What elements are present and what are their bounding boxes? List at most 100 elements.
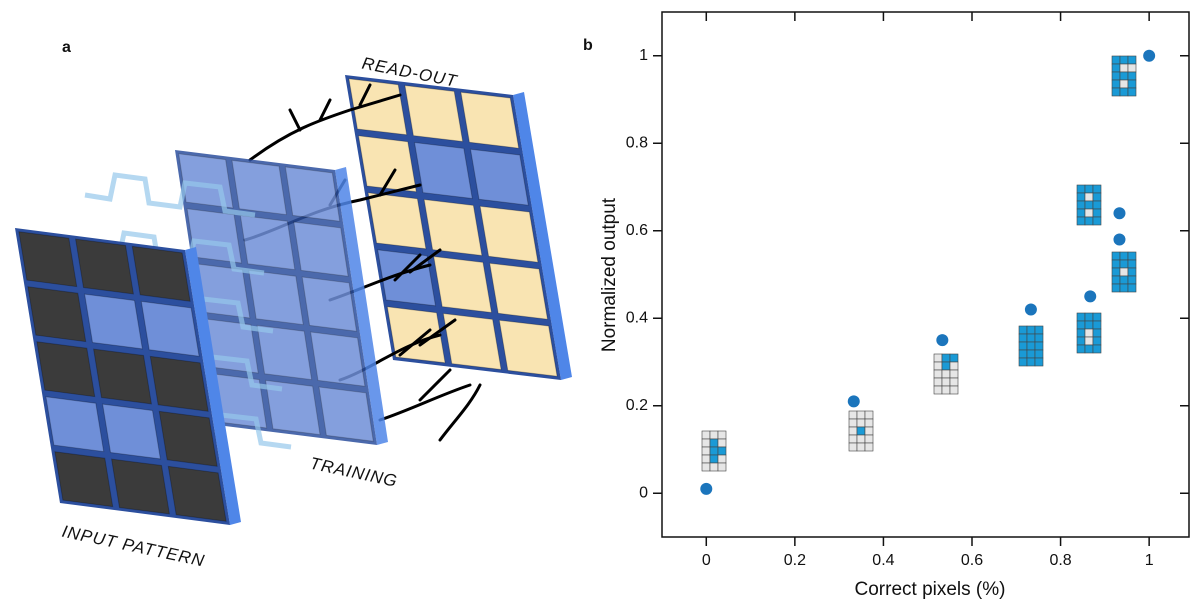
icon-cell <box>1128 72 1136 80</box>
icon-cell <box>702 447 710 455</box>
layer-cell <box>150 356 208 411</box>
icon-cell <box>1077 313 1085 321</box>
icon-cell <box>1085 201 1093 209</box>
pattern-icon <box>1019 326 1043 366</box>
input-label: INPUT PATTERN <box>60 522 206 571</box>
icon-cell <box>1019 350 1027 358</box>
icon-cell <box>849 419 857 427</box>
icon-cell <box>1085 345 1093 353</box>
icon-cell <box>1035 350 1043 358</box>
x-tick-label: 1 <box>1145 552 1154 569</box>
icon-cell <box>1112 252 1120 260</box>
training-label: TRAINING <box>308 454 399 491</box>
icon-cell <box>1120 252 1128 260</box>
x-tick-label: 0.4 <box>872 552 894 569</box>
layer-cell <box>368 193 426 249</box>
layer-cell <box>319 387 373 441</box>
icon-cell <box>1077 321 1085 329</box>
layer-cell <box>415 143 473 199</box>
icon-cell <box>1112 88 1120 96</box>
icon-cell <box>1077 209 1085 217</box>
layer-cell <box>94 349 152 404</box>
icon-cell <box>1077 329 1085 337</box>
layer-cell <box>232 160 286 214</box>
panel-label: a <box>62 39 71 56</box>
icon-cell <box>1093 193 1101 201</box>
icon-cell <box>1027 326 1035 334</box>
data-point <box>1143 50 1155 62</box>
layer-cell <box>302 277 356 331</box>
icon-cell <box>1027 342 1035 350</box>
icon-cell <box>1120 56 1128 64</box>
icon-cell <box>718 463 726 471</box>
plot-frame <box>662 12 1189 537</box>
icon-cell <box>1120 268 1128 276</box>
icon-cell <box>718 439 726 447</box>
panel-a-diagram <box>15 75 572 525</box>
layer-cell <box>311 332 365 386</box>
icon-cell <box>1120 88 1128 96</box>
layer-cell <box>141 301 199 356</box>
icon-cell <box>1093 321 1101 329</box>
icon-cell <box>934 370 942 378</box>
icon-cell <box>1093 313 1101 321</box>
icon-cell <box>1077 185 1085 193</box>
icon-cell <box>849 411 857 419</box>
icon-cell <box>942 362 950 370</box>
layer-cell <box>285 167 339 221</box>
icon-cell <box>1112 80 1120 88</box>
pattern-icon <box>1112 56 1136 96</box>
icon-cell <box>1035 342 1043 350</box>
icon-cell <box>942 354 950 362</box>
page: {"panel_a": {"label": "a", "readout_labe… <box>0 0 1190 605</box>
data-point <box>1113 234 1125 246</box>
icon-cell <box>1019 334 1027 342</box>
data-point <box>848 395 860 407</box>
icon-cell <box>950 386 958 394</box>
icon-cell <box>857 443 865 451</box>
icon-cell <box>1085 193 1093 201</box>
icon-cell <box>857 419 865 427</box>
figure: a b READ-OUT TRAINING INPUT PATTERN Corr… <box>0 0 1190 605</box>
y-tick-label: 1 <box>639 47 648 64</box>
layer-cell <box>249 270 303 324</box>
icon-cell <box>1112 72 1120 80</box>
icon-cell <box>857 427 865 435</box>
y-tick-label: 0.8 <box>626 134 648 151</box>
y-tick-label: 0.2 <box>626 397 648 414</box>
icon-cell <box>849 435 857 443</box>
layer-cell <box>132 246 190 301</box>
y-axis-title: Normalized output <box>599 197 620 352</box>
icon-cell <box>702 455 710 463</box>
icon-cell <box>710 431 718 439</box>
icon-cell <box>1128 64 1136 72</box>
layer-cell <box>405 86 463 142</box>
layer-cell <box>471 149 529 205</box>
y-tick-label: 0.4 <box>626 309 648 326</box>
data-point <box>1025 304 1037 316</box>
icon-cell <box>718 431 726 439</box>
icon-cell <box>1085 217 1093 225</box>
icon-cell <box>1085 185 1093 193</box>
icon-cell <box>934 362 942 370</box>
icon-cell <box>1120 80 1128 88</box>
icon-cell <box>1112 56 1120 64</box>
icon-cell <box>1112 284 1120 292</box>
icon-cell <box>702 439 710 447</box>
icon-cell <box>849 427 857 435</box>
icon-cell <box>1112 64 1120 72</box>
icon-cell <box>1112 268 1120 276</box>
icon-cell <box>857 411 865 419</box>
layer-cell <box>28 287 86 342</box>
icon-cell <box>1077 201 1085 209</box>
icon-cell <box>1085 313 1093 321</box>
layer-cell <box>159 411 217 466</box>
icon-cell <box>710 463 718 471</box>
icon-cell <box>950 354 958 362</box>
icon-cell <box>1077 337 1085 345</box>
icon-cell <box>1128 88 1136 96</box>
layer <box>345 75 572 380</box>
icon-cell <box>710 455 718 463</box>
icon-cell <box>1085 329 1093 337</box>
icon-cell <box>1019 326 1027 334</box>
